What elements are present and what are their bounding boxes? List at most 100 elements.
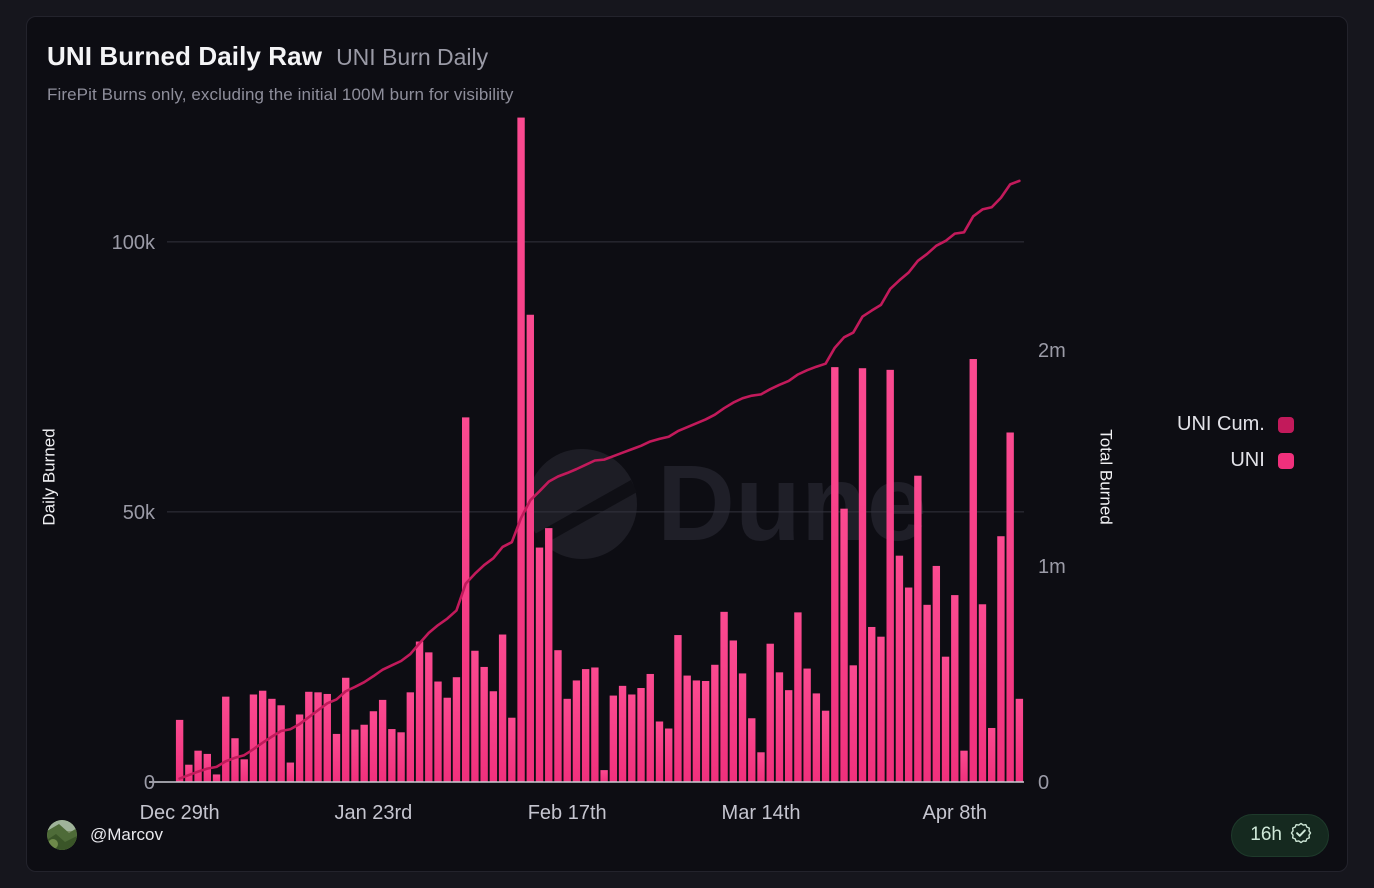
bar[interactable] <box>646 673 654 782</box>
bar[interactable] <box>231 738 239 782</box>
bar[interactable] <box>988 727 996 782</box>
bar[interactable] <box>674 635 682 782</box>
bar[interactable] <box>803 668 811 782</box>
bar[interactable] <box>489 691 498 782</box>
bar[interactable] <box>858 368 867 782</box>
bar[interactable] <box>554 650 562 782</box>
bar[interactable] <box>683 675 691 782</box>
bar[interactable] <box>941 656 950 782</box>
bar[interactable] <box>240 759 248 782</box>
plot-area: 0 50k 100k 0 1m 2m Dec 29th Jan 23rd Feb 17th M… <box>27 17 1347 871</box>
bar[interactable] <box>748 718 756 782</box>
bar[interactable] <box>415 641 424 782</box>
bar[interactable] <box>600 770 608 782</box>
bar[interactable] <box>378 699 387 782</box>
bar[interactable] <box>692 680 701 782</box>
bar[interactable] <box>812 693 821 782</box>
bar[interactable] <box>397 732 405 782</box>
legend-item-uni[interactable]: UNI <box>1230 449 1294 472</box>
bar[interactable] <box>406 692 415 782</box>
bar[interactable] <box>286 762 295 782</box>
bar[interactable] <box>868 626 876 782</box>
bar[interactable] <box>1015 698 1024 782</box>
bar[interactable] <box>258 690 267 782</box>
bar[interactable] <box>637 688 645 782</box>
bar[interactable] <box>212 774 221 782</box>
bar[interactable] <box>960 750 968 782</box>
line-series-uni-cum[interactable] <box>178 179 1021 780</box>
bar[interactable] <box>517 117 525 782</box>
author-name[interactable]: @Marcov <box>90 825 163 844</box>
bar[interactable] <box>572 680 581 782</box>
bar[interactable] <box>609 695 618 782</box>
author-block[interactable]: @Marcov <box>47 820 163 850</box>
bar[interactable] <box>175 719 184 782</box>
bar[interactable] <box>895 555 904 782</box>
bar[interactable] <box>581 669 590 782</box>
bar[interactable] <box>775 672 784 782</box>
bar[interactable] <box>840 508 848 782</box>
bar[interactable] <box>222 696 230 782</box>
bar[interactable] <box>720 611 728 782</box>
bar[interactable] <box>498 634 507 782</box>
bar[interactable] <box>665 728 673 782</box>
bar[interactable] <box>1006 432 1014 783</box>
bar[interactable] <box>757 752 765 782</box>
bar[interactable] <box>305 691 313 782</box>
bar[interactable] <box>849 665 857 782</box>
bar[interactable] <box>425 652 433 782</box>
bar[interactable] <box>766 643 774 782</box>
bar[interactable] <box>471 650 479 782</box>
legend-item-uni-cum[interactable]: UNI Cum. <box>1177 413 1294 436</box>
bar[interactable] <box>932 565 941 782</box>
bar[interactable] <box>784 690 793 782</box>
bar[interactable] <box>914 475 922 782</box>
bar[interactable] <box>277 705 285 782</box>
bar[interactable] <box>369 711 378 782</box>
bar[interactable] <box>563 698 571 782</box>
bar[interactable] <box>831 367 839 782</box>
bar[interactable] <box>877 636 885 782</box>
dashboard-name[interactable]: UNI Burn Daily <box>336 44 489 70</box>
bar[interactable] <box>618 685 627 782</box>
bar[interactable] <box>194 750 202 782</box>
bar[interactable] <box>185 764 193 782</box>
bar[interactable] <box>480 666 488 782</box>
bar[interactable] <box>388 729 396 782</box>
bar[interactable] <box>951 595 959 782</box>
bar[interactable] <box>360 724 368 782</box>
bar[interactable] <box>526 314 534 782</box>
bar[interactable] <box>443 697 451 782</box>
bar[interactable] <box>545 528 553 782</box>
bar[interactable] <box>904 587 913 782</box>
bar-series-uni[interactable] <box>175 117 1024 783</box>
bar[interactable] <box>342 677 350 782</box>
bar[interactable] <box>821 710 830 782</box>
bar[interactable] <box>323 693 331 782</box>
bar[interactable] <box>969 359 977 782</box>
freshness-badge[interactable]: 16h <box>1231 813 1329 857</box>
bar[interactable] <box>249 694 258 782</box>
bar[interactable] <box>794 612 802 782</box>
bar[interactable] <box>351 729 359 782</box>
bar[interactable] <box>332 733 341 782</box>
bar[interactable] <box>701 680 710 782</box>
bar[interactable] <box>295 714 304 782</box>
bar[interactable] <box>314 692 322 782</box>
bar[interactable] <box>886 369 894 782</box>
bar[interactable] <box>729 640 737 782</box>
bar[interactable] <box>268 698 276 782</box>
bar[interactable] <box>738 673 747 782</box>
bar[interactable] <box>434 681 442 782</box>
bar[interactable] <box>508 717 516 782</box>
bar[interactable] <box>462 417 470 782</box>
bar[interactable] <box>591 667 599 782</box>
bar[interactable] <box>655 721 664 783</box>
bar[interactable] <box>923 604 931 782</box>
bar[interactable] <box>711 664 719 782</box>
bar[interactable] <box>978 604 987 782</box>
bar[interactable] <box>628 694 636 782</box>
bar[interactable] <box>535 547 544 782</box>
bar[interactable] <box>997 536 1005 782</box>
bar[interactable] <box>452 677 461 782</box>
